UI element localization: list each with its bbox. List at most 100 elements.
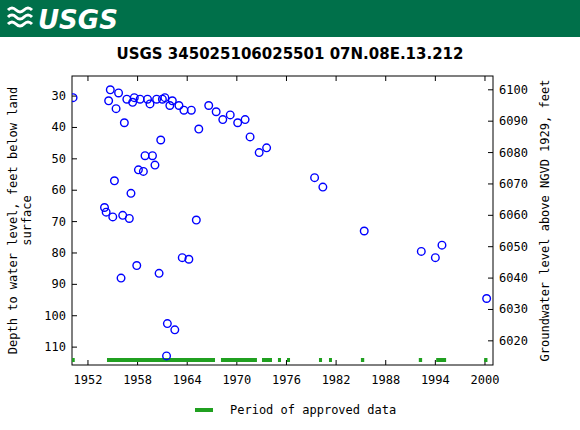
y2-tick [488, 309, 493, 310]
y-tick [72, 221, 77, 222]
y2-tick [488, 278, 493, 279]
data-point [483, 295, 491, 303]
logo-text: USGS [38, 5, 118, 35]
y-axis-label: surface [20, 195, 34, 246]
logo-icon [8, 8, 32, 26]
data-point [155, 270, 163, 278]
data-point [171, 326, 179, 334]
data-point [117, 274, 125, 282]
x-tick-label: 1958 [123, 373, 152, 387]
data-point [205, 102, 213, 110]
x-tick [484, 76, 485, 81]
approved-period [329, 358, 332, 362]
logo-wave [8, 8, 32, 12]
data-point [195, 125, 203, 133]
x-tick [336, 76, 337, 81]
data-point [432, 254, 440, 262]
approved-period [319, 358, 322, 362]
data-point [255, 149, 263, 157]
x-tick-label: 1964 [173, 373, 202, 387]
y-tick-label: 110 [44, 340, 66, 354]
y2-tick [488, 89, 493, 90]
data-point [311, 174, 319, 182]
data-point [226, 111, 234, 119]
data-point [129, 99, 137, 107]
x-tick-label: 1970 [222, 373, 251, 387]
banner [0, 0, 580, 37]
approved-period [262, 358, 272, 362]
legend-label: Period of approved data [230, 403, 396, 417]
data-point [438, 241, 446, 249]
y2-tick-label: 6070 [499, 177, 528, 191]
x-tick [236, 76, 237, 81]
data-point [135, 166, 143, 174]
y-tick-label: 100 [44, 309, 66, 323]
logo-wave [8, 22, 32, 26]
data-point [246, 133, 254, 141]
legend-swatch [195, 408, 213, 412]
y2-tick-label: 6030 [499, 302, 528, 316]
data-point [106, 86, 114, 94]
data-point [136, 95, 144, 103]
x-tick-label: 2000 [471, 373, 500, 387]
approved-period [436, 358, 446, 362]
data-point [121, 119, 129, 127]
y2-tick-label: 6090 [499, 114, 528, 128]
chart: USGS USGS 345025106025501 07N.08E.13.212 1… [0, 0, 580, 430]
x-tick [385, 76, 386, 81]
data-point [212, 108, 220, 116]
data-point [164, 320, 172, 328]
data-point [72, 94, 77, 102]
data-point [157, 136, 165, 144]
data-point [180, 106, 188, 114]
data-point [263, 144, 271, 152]
data-point [126, 215, 134, 223]
x-tick [336, 360, 337, 365]
data-point [193, 216, 201, 224]
x-tick [286, 76, 287, 81]
x-tick-label: 1976 [272, 373, 301, 387]
data-point [163, 352, 171, 360]
y-tick [72, 284, 77, 285]
y2-tick [488, 246, 493, 247]
y-tick-label: 70 [52, 215, 66, 229]
approved-period [72, 358, 75, 362]
approved-period [287, 358, 290, 362]
y-tick [72, 127, 77, 128]
approved-period [484, 358, 487, 362]
y2-tick-label: 6060 [499, 208, 528, 222]
x-tick-label: 1952 [74, 373, 103, 387]
y2-tick [488, 152, 493, 153]
x-tick [87, 76, 88, 81]
data-point [140, 168, 148, 176]
x-tick [286, 360, 287, 365]
x-tick [187, 76, 188, 81]
approved-period [221, 358, 257, 362]
x-tick [137, 76, 138, 81]
data-point [105, 97, 113, 105]
plot-frame [72, 76, 493, 365]
approved-period [278, 358, 281, 362]
data-point [112, 105, 120, 113]
y2-tick [488, 340, 493, 341]
y-tick [72, 252, 77, 253]
title: USGS 345025106025501 07N.08E.13.212 [117, 45, 464, 63]
data-point [141, 152, 149, 160]
data-point [234, 119, 242, 127]
data-point [109, 213, 117, 221]
data-point [161, 94, 169, 102]
y2-tick-label: 6050 [499, 240, 528, 254]
y2-tick-label: 6020 [499, 334, 528, 348]
y-tick [72, 347, 77, 348]
y-axis-label: Depth to water level, feet below land [6, 87, 20, 354]
data-point [188, 106, 196, 114]
data-point [111, 177, 119, 185]
y2-tick [488, 121, 493, 122]
y2-tick-label: 6100 [499, 83, 528, 97]
y-tick-label: 90 [52, 277, 66, 291]
approved-period [419, 358, 422, 362]
data-point [185, 255, 193, 263]
y-tick-label: 80 [52, 246, 66, 260]
x-tick [385, 360, 386, 365]
data-point [241, 116, 249, 124]
